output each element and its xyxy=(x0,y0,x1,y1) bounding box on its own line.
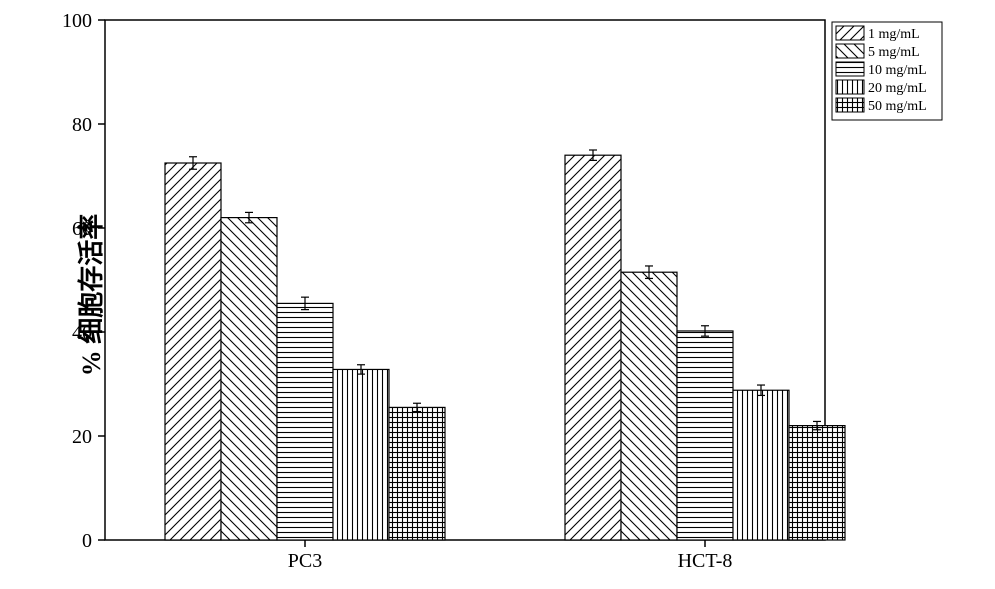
bar xyxy=(277,303,333,540)
bar xyxy=(221,218,277,540)
legend-swatch xyxy=(836,62,864,76)
chart-container: % 细胞存活率 020406080100PC3HCT-81 mg/mL5 mg/… xyxy=(0,0,995,589)
bar xyxy=(733,390,789,540)
y-axis-label: % 细胞存活率 xyxy=(71,213,108,376)
bar xyxy=(333,369,389,540)
svg-text:20: 20 xyxy=(72,426,92,448)
legend-label: 5 mg/mL xyxy=(868,45,920,60)
legend-swatch xyxy=(836,80,864,94)
bar xyxy=(565,155,621,540)
bar xyxy=(621,272,677,540)
bar xyxy=(677,331,733,540)
svg-text:0: 0 xyxy=(82,530,92,552)
legend-swatch xyxy=(836,98,864,112)
legend-label: 20 mg/mL xyxy=(868,81,927,96)
legend-label: 10 mg/mL xyxy=(868,63,927,78)
legend-swatch xyxy=(836,26,864,40)
legend-label: 1 mg/mL xyxy=(868,27,920,42)
bar xyxy=(389,407,445,540)
legend-swatch xyxy=(836,44,864,58)
category-label: HCT-8 xyxy=(678,550,733,572)
bar xyxy=(789,426,845,540)
legend-label: 50 mg/mL xyxy=(868,99,927,114)
bar xyxy=(165,163,221,540)
svg-text:80: 80 xyxy=(72,114,92,136)
category-label: PC3 xyxy=(288,550,322,572)
bar-chart: 020406080100PC3HCT-81 mg/mL5 mg/mL10 mg/… xyxy=(0,0,995,589)
svg-text:100: 100 xyxy=(62,10,92,32)
